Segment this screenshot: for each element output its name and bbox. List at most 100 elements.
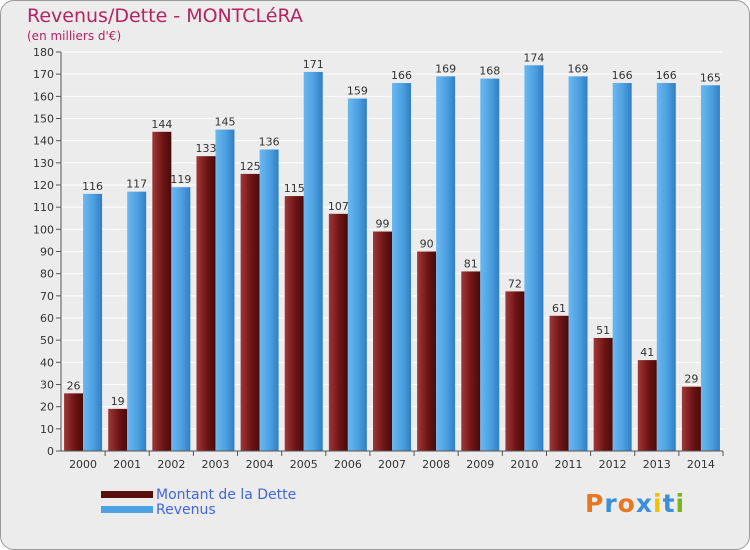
x-tick-label: 2001 <box>113 458 141 471</box>
bar-dette <box>461 271 481 451</box>
logo-letter: r <box>604 489 618 518</box>
data-label-dette: 107 <box>328 200 349 213</box>
y-tick-label: 80 <box>40 268 54 281</box>
logo-letter: P <box>585 489 605 518</box>
bar-revenus <box>568 76 588 451</box>
data-label-revenus: 166 <box>612 69 633 82</box>
data-label-dette: 81 <box>464 257 478 270</box>
data-label-revenus: 119 <box>170 173 191 186</box>
x-tick-label: 2014 <box>687 458 715 471</box>
bar-revenus <box>127 191 147 451</box>
data-label-dette: 19 <box>111 395 125 408</box>
data-label-revenus: 166 <box>391 69 412 82</box>
bar-dette <box>152 131 172 452</box>
y-tick-label: 140 <box>33 135 54 148</box>
x-tick-label: 2003 <box>201 458 229 471</box>
x-tick-label: 2002 <box>157 458 185 471</box>
legend-item-revenus: Revenus <box>101 501 296 518</box>
legend-item-dette: Montant de la Dette <box>101 486 297 503</box>
y-tick-label: 180 <box>33 46 54 59</box>
data-label-dette: 133 <box>195 142 216 155</box>
bar-dette <box>417 251 437 451</box>
data-label-revenus: 145 <box>214 116 235 129</box>
data-label-dette: 99 <box>376 218 390 231</box>
data-label-revenus: 169 <box>568 62 589 75</box>
bar-dette <box>373 231 392 451</box>
proxiti-logo: Proxiti <box>585 489 685 518</box>
y-tick-label: 170 <box>33 68 54 81</box>
y-tick-label: 130 <box>33 157 54 170</box>
bar-dette <box>549 315 569 451</box>
x-tick-label: 2007 <box>378 458 406 471</box>
x-tick-label: 2011 <box>555 458 583 471</box>
bar-dette <box>284 196 304 451</box>
bar-dette <box>108 408 128 451</box>
legend: Montant de la Dette Revenus <box>101 486 297 518</box>
logo-letter: t <box>662 489 676 518</box>
data-label-dette: 51 <box>596 324 610 337</box>
logo-letter: i <box>675 489 686 518</box>
bar-revenus <box>700 85 720 451</box>
data-label-dette: 115 <box>284 182 305 195</box>
data-label-dette: 26 <box>67 379 81 392</box>
data-label-revenus: 117 <box>126 178 147 191</box>
y-tick-label: 90 <box>40 246 54 259</box>
x-tick-label: 2004 <box>246 458 274 471</box>
y-tick-label: 110 <box>33 201 54 214</box>
data-label-revenus: 168 <box>479 65 500 78</box>
data-label-revenus: 159 <box>347 85 368 98</box>
x-tick-label: 2010 <box>510 458 538 471</box>
bar-revenus <box>215 129 235 452</box>
y-tick-label: 50 <box>40 334 54 347</box>
y-tick-label: 20 <box>40 401 54 414</box>
data-label-dette: 125 <box>240 160 261 173</box>
data-label-dette: 72 <box>508 277 522 290</box>
data-label-dette: 90 <box>420 238 434 251</box>
data-label-dette: 29 <box>684 373 698 386</box>
y-tick-label: 120 <box>33 179 54 192</box>
bar-revenus <box>259 149 279 452</box>
bar-revenus <box>436 76 456 451</box>
data-label-revenus: 165 <box>700 71 721 84</box>
bars-layer: 26 116 19 117 144 119 133 145 125 136 115 171 107 159… <box>64 51 721 452</box>
logo-letter: i <box>653 489 663 518</box>
y-tick-label: 30 <box>40 379 54 392</box>
legend-label-revenus: Revenus <box>156 501 216 518</box>
y-tick-label: 150 <box>33 113 54 126</box>
bar-revenus <box>303 71 323 451</box>
bar-revenus <box>347 98 367 452</box>
bar-dette <box>637 360 657 451</box>
data-label-revenus: 171 <box>303 58 324 71</box>
axis-layer: 0 10 20 30 40 50 60 70 80 90 100 110 120 130 140 150 160… <box>33 46 724 471</box>
x-tick-label: 2000 <box>69 458 97 471</box>
data-label-revenus: 169 <box>435 62 456 75</box>
x-tick-label: 2006 <box>334 458 362 471</box>
y-tick-label: 60 <box>40 312 54 325</box>
y-tick-label: 160 <box>33 90 54 103</box>
bar-dette <box>240 173 260 451</box>
chart-title: Revenus/Dette - MONTCLéRA <box>27 5 303 27</box>
logo-letter: x <box>635 489 653 518</box>
data-label-dette: 144 <box>151 118 172 131</box>
bar-revenus <box>392 83 411 452</box>
data-label-revenus: 174 <box>523 51 544 64</box>
bar-dette <box>196 156 216 451</box>
x-tick-label: 2012 <box>599 458 627 471</box>
x-tick-label: 2013 <box>643 458 671 471</box>
legend-swatch-dette <box>101 491 153 498</box>
y-tick-label: 40 <box>40 356 54 369</box>
legend-label-dette: Montant de la Dette <box>156 486 297 503</box>
x-tick-label: 2005 <box>290 458 318 471</box>
data-label-revenus: 136 <box>259 136 280 149</box>
bar-dette <box>64 393 84 451</box>
logo-letter: o <box>617 489 636 518</box>
bar-revenus <box>171 187 191 451</box>
data-label-revenus: 116 <box>82 180 103 193</box>
x-tick-label: 2008 <box>422 458 450 471</box>
bar-dette <box>681 386 701 451</box>
data-label-dette: 41 <box>640 346 654 359</box>
y-tick-label: 10 <box>40 423 54 436</box>
y-tick-label: 100 <box>33 223 54 236</box>
